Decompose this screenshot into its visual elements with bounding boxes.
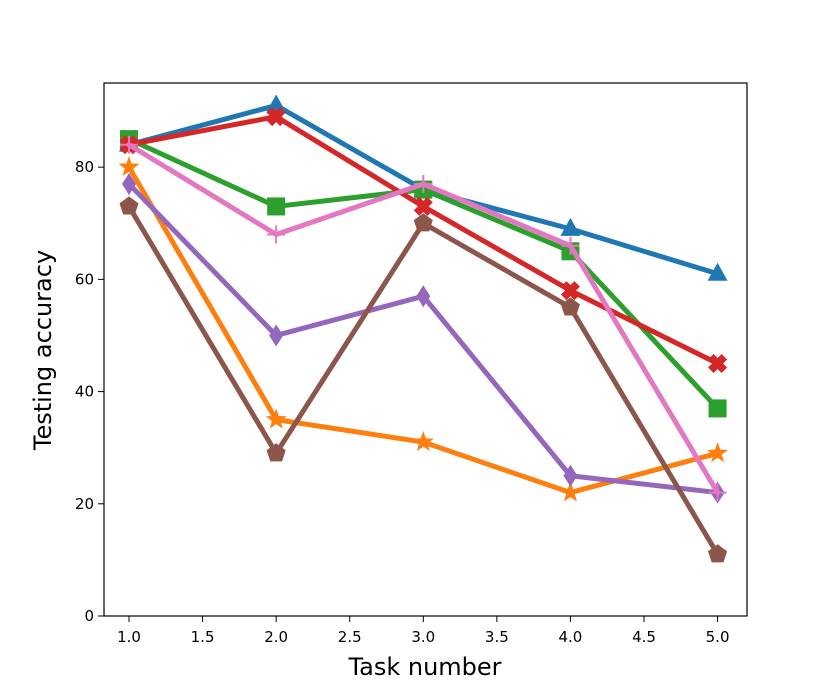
x-marker (708, 354, 728, 374)
triangle-marker (560, 217, 581, 236)
star-marker (707, 442, 729, 463)
triangle-marker (707, 262, 728, 281)
plus-marker (120, 135, 139, 154)
star-marker (412, 431, 434, 451)
pentagon-marker (413, 213, 433, 232)
series-7 (120, 135, 727, 502)
series-6 (119, 196, 728, 563)
thin-diamond-marker (122, 172, 137, 195)
plot-area-frame (103, 82, 748, 617)
x-marker (266, 107, 286, 127)
y-axis-label: Testing accuracy (29, 250, 57, 451)
x-tick-label: 1.0 (117, 628, 141, 646)
triangle-marker (266, 94, 287, 113)
y-tick-label: 40 (75, 383, 94, 401)
plus-marker (414, 174, 433, 193)
plus-marker (708, 483, 727, 502)
y-tick-label: 80 (75, 158, 94, 176)
series-4 (119, 107, 728, 374)
x-tick-label: 2.0 (264, 628, 288, 646)
x-tick-label: 5.0 (706, 628, 730, 646)
y-tick-label: 60 (75, 270, 94, 288)
square-marker (267, 197, 286, 216)
series-6-line (126, 203, 721, 557)
y-tick-label: 20 (75, 495, 94, 513)
x-tick-label: 2.5 (338, 628, 362, 646)
thin-diamond-marker (269, 324, 284, 347)
series-3 (120, 130, 727, 418)
y-axis: 0 20 40 60 80 (75, 158, 104, 625)
x-axis-label: Task number (347, 653, 501, 681)
x-marker (560, 281, 580, 301)
series-4-line (126, 114, 721, 367)
square-marker (708, 399, 727, 418)
x-tick-label: 3.5 (485, 628, 509, 646)
pentagon-marker (708, 544, 728, 563)
y-tick-label: 0 (84, 607, 94, 625)
pentagon-marker (266, 443, 286, 462)
plus-marker (561, 236, 580, 255)
pentagon-marker (560, 297, 580, 316)
thin-diamond-marker (563, 464, 578, 487)
series-layer (118, 94, 729, 563)
star-marker (265, 408, 287, 429)
x-marker (413, 196, 433, 216)
plus-marker (267, 225, 286, 244)
pentagon-marker (119, 196, 139, 215)
x-tick-label: 4.0 (559, 628, 583, 646)
x-tick-label: 1.5 (191, 628, 215, 646)
x-axis: 1.0 1.5 2.0 2.5 3.0 3.5 4.0 4.5 5.0 (117, 616, 730, 646)
thin-diamond-marker (416, 285, 431, 308)
x-tick-label: 3.0 (411, 628, 435, 646)
star-marker (118, 156, 140, 177)
x-tick-label: 4.5 (632, 628, 656, 646)
star-marker (559, 481, 581, 502)
